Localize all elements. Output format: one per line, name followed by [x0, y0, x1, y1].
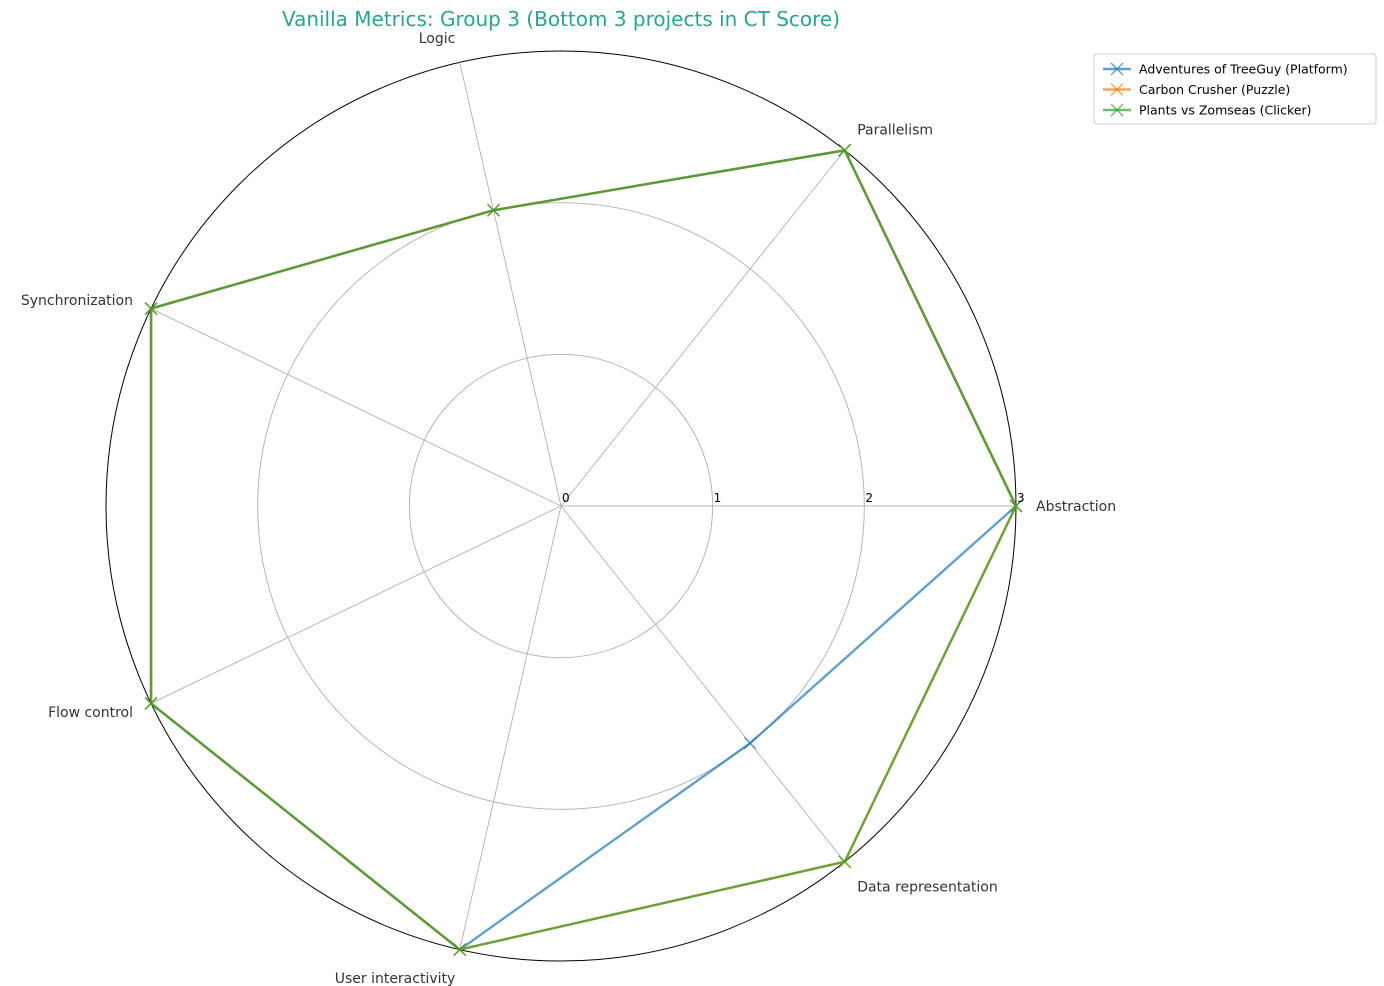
axis-label: Parallelism: [857, 123, 933, 139]
legend-label: Adventures of TreeGuy (Platform): [1139, 62, 1348, 77]
r-tick-label: 0: [562, 491, 570, 505]
legend-label: Plants vs Zomseas (Clicker): [1139, 103, 1312, 118]
radar-spoke: [150, 505, 562, 704]
legend-label: Carbon Crusher (Puzzle): [1139, 82, 1290, 97]
series-marker-2: [1009, 499, 1023, 513]
axis-label: User interactivity: [335, 971, 456, 986]
legend-marker-1: [1110, 83, 1124, 96]
r-tick-label: 3: [1017, 491, 1025, 505]
axis-label: Logic: [419, 31, 456, 47]
radar-spoke: [459, 62, 562, 507]
series-marker-0: [743, 736, 757, 750]
radar-labels: 0 1 2 3 Abstraction Parallelism Logic Synchroni…: [21, 31, 1116, 986]
radar-spoke: [560, 149, 846, 507]
axis-label: Data representation: [857, 879, 998, 895]
legend-marker-0: [1110, 62, 1124, 76]
legend-box: [1093, 53, 1377, 125]
chart-title: Vanilla Metrics: Group 3 (Bottom 3 proje…: [282, 7, 840, 31]
legend: Adventures of TreeGuy (Platform) Carbon C…: [1093, 53, 1377, 125]
legend-marker-2: [1110, 103, 1124, 117]
radar-series: [144, 143, 1023, 957]
radar-spoke: [560, 505, 846, 863]
series-line-2: [149, 149, 1018, 951]
radar-spoke: [150, 308, 562, 507]
axis-label: Flow control: [48, 705, 133, 721]
series-marker-2: [838, 143, 852, 157]
series-marker-2: [144, 302, 158, 316]
series-marker-2: [838, 855, 852, 869]
series-marker-2: [144, 696, 158, 710]
radar-spoke: [459, 505, 562, 950]
axis-label: Abstraction: [1036, 499, 1116, 515]
r-tick-label: 1: [714, 491, 722, 505]
axis-label: Synchronization: [21, 293, 133, 309]
radar-grid: [105, 50, 1017, 962]
r-tick-label: 2: [865, 491, 873, 505]
series-marker-2: [453, 943, 467, 957]
series-marker-2: [487, 203, 500, 217]
